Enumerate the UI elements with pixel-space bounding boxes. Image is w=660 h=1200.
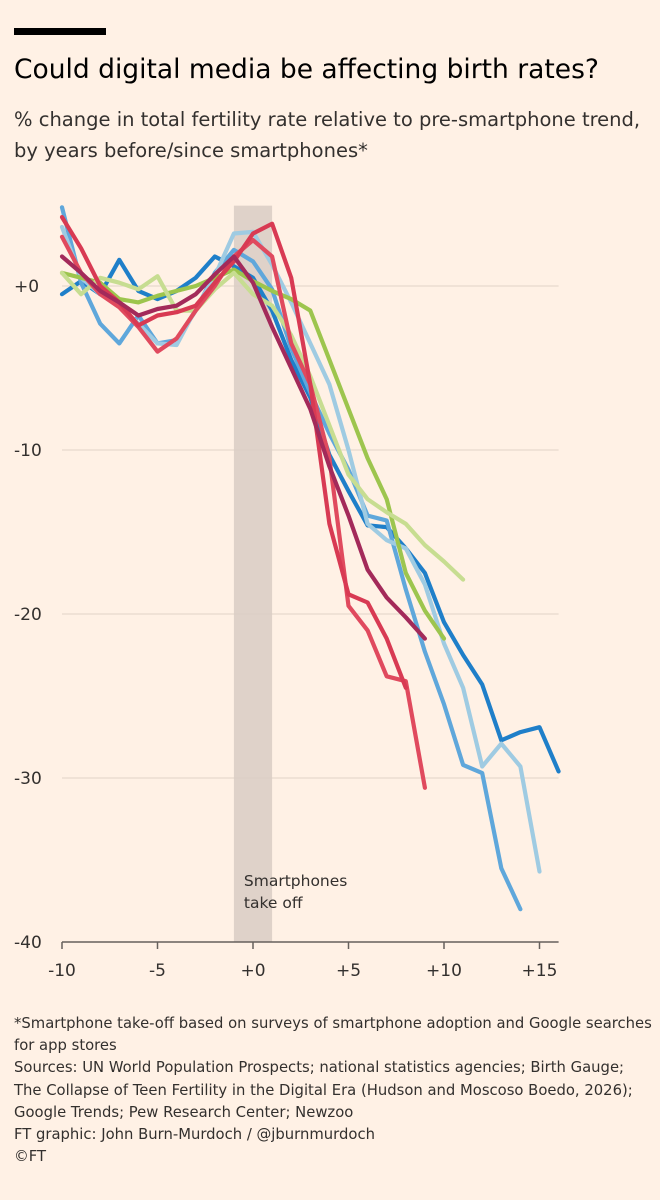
footnotes: *Smartphone take-off based on surveys of…: [14, 1013, 654, 1168]
gridlines: [62, 285, 559, 779]
band-label-line-2: take off: [244, 894, 303, 912]
x-tick-label-4: +10: [426, 961, 462, 981]
x-tick-label-0: -10: [48, 961, 76, 981]
y-tick-label-1: -10: [14, 441, 42, 461]
footnote-asterisk: *Smartphone take-off based on surveys of…: [14, 1015, 652, 1055]
series-line-8: [59, 254, 427, 641]
x-tick-label-1: -5: [149, 961, 166, 981]
x-tick-label-2: +0: [240, 961, 265, 981]
band-label-line-1: Smartphones: [244, 872, 347, 890]
chart-title: Could digital media be affecting birth r…: [14, 54, 599, 85]
series-line-1: [59, 254, 561, 774]
x-tick-label-5: +15: [522, 961, 558, 981]
y-tick-label-3: -30: [14, 769, 42, 789]
footnote-copyright: ©FT: [14, 1148, 47, 1166]
line-chart: Smartphones take off +0 -10 -20 -30 -40 -10 -5 +0…: [14, 205, 561, 981]
ft-top-bar: [14, 28, 106, 35]
y-tick-label-4: -40: [14, 933, 42, 953]
tick-labels: Smartphones take off +0 -10 -20 -30 -40 -10 -5 +0…: [14, 277, 557, 981]
footnote-sources: Sources: UN World Population Prospects; …: [14, 1059, 633, 1121]
series-lines: [59, 205, 561, 912]
chart-subtitle: % change in total fertility rate relativ…: [14, 108, 641, 162]
y-tick-label-2: -20: [14, 605, 42, 625]
footnote-credit: FT graphic: John Burn-Murdoch / @jburnmu…: [14, 1126, 375, 1144]
x-tick-label-3: +5: [336, 961, 361, 981]
x-axis: [61, 941, 559, 949]
y-tick-label-0: +0: [14, 277, 39, 297]
smartphone-band: [233, 205, 273, 942]
smartphone-takeoff-band: [233, 205, 273, 942]
